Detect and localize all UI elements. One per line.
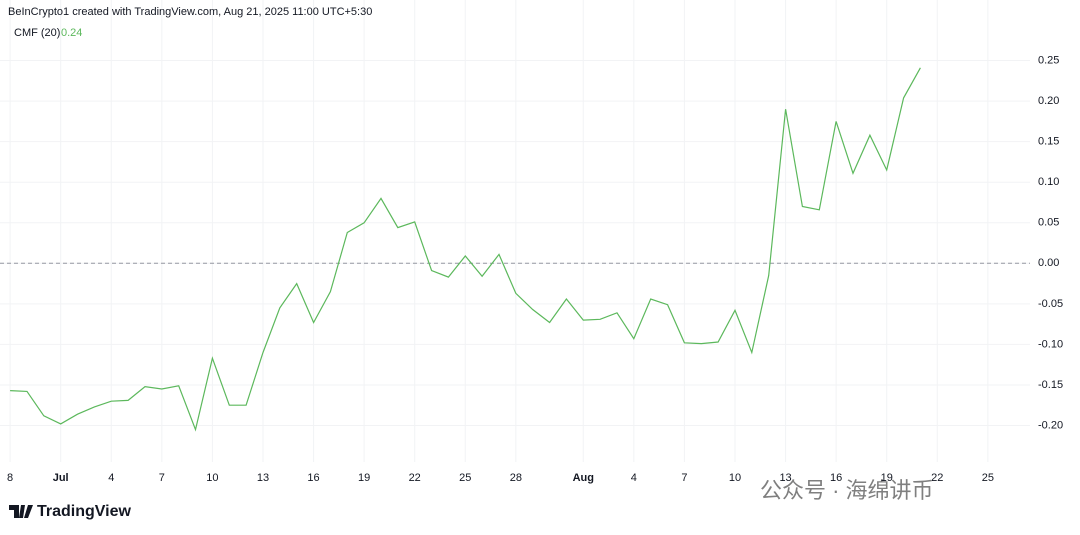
x-tick-label: Jul [53,472,69,484]
y-tick-label: 0.25 [1038,54,1059,66]
caption: BeInCrypto1 created with TradingView.com… [8,6,372,18]
y-tick-label: 0.05 [1038,217,1059,229]
x-tick-label: 22 [931,472,943,484]
x-tick-label: 28 [510,472,522,484]
x-tick-label: 4 [108,472,114,484]
x-tick-label: 19 [881,472,893,484]
indicator-name: CMF (20) [14,27,60,39]
y-tick-label: -0.20 [1038,419,1063,431]
x-tick-label: 22 [409,472,421,484]
x-tick-label: 19 [358,472,370,484]
x-tick-label: 25 [982,472,994,484]
watermark: 公众号 · 海绵讲币 [760,478,934,503]
indicator-value: 0.24 [61,27,82,39]
x-tick-label: 4 [631,472,637,484]
y-tick-label: 0.00 [1038,257,1059,269]
cmf-line [10,67,921,432]
x-tick-label: 7 [159,472,165,484]
logo-text: TradingView [37,503,132,520]
x-tick-label: 25 [459,472,471,484]
x-tick-label: 10 [729,472,741,484]
y-tick-label: 0.15 [1038,136,1059,148]
x-tick-label: 7 [681,472,687,484]
y-tick-label: -0.10 [1038,338,1063,350]
logo-icon [9,505,33,518]
x-tick-label: Aug [573,472,594,484]
y-tick-label: -0.05 [1038,298,1063,310]
x-tick-label: 13 [257,472,269,484]
y-tick-label: 0.10 [1038,176,1059,188]
logo[interactable]: TradingView [9,503,132,520]
y-tick-label: -0.15 [1038,379,1063,391]
y-tick-label: 0.20 [1038,95,1059,107]
x-tick-label: 16 [830,472,842,484]
x-tick-label: 16 [307,472,319,484]
x-tick-label: 13 [779,472,791,484]
x-tick-label: 8 [7,472,13,484]
x-tick-label: 10 [206,472,218,484]
